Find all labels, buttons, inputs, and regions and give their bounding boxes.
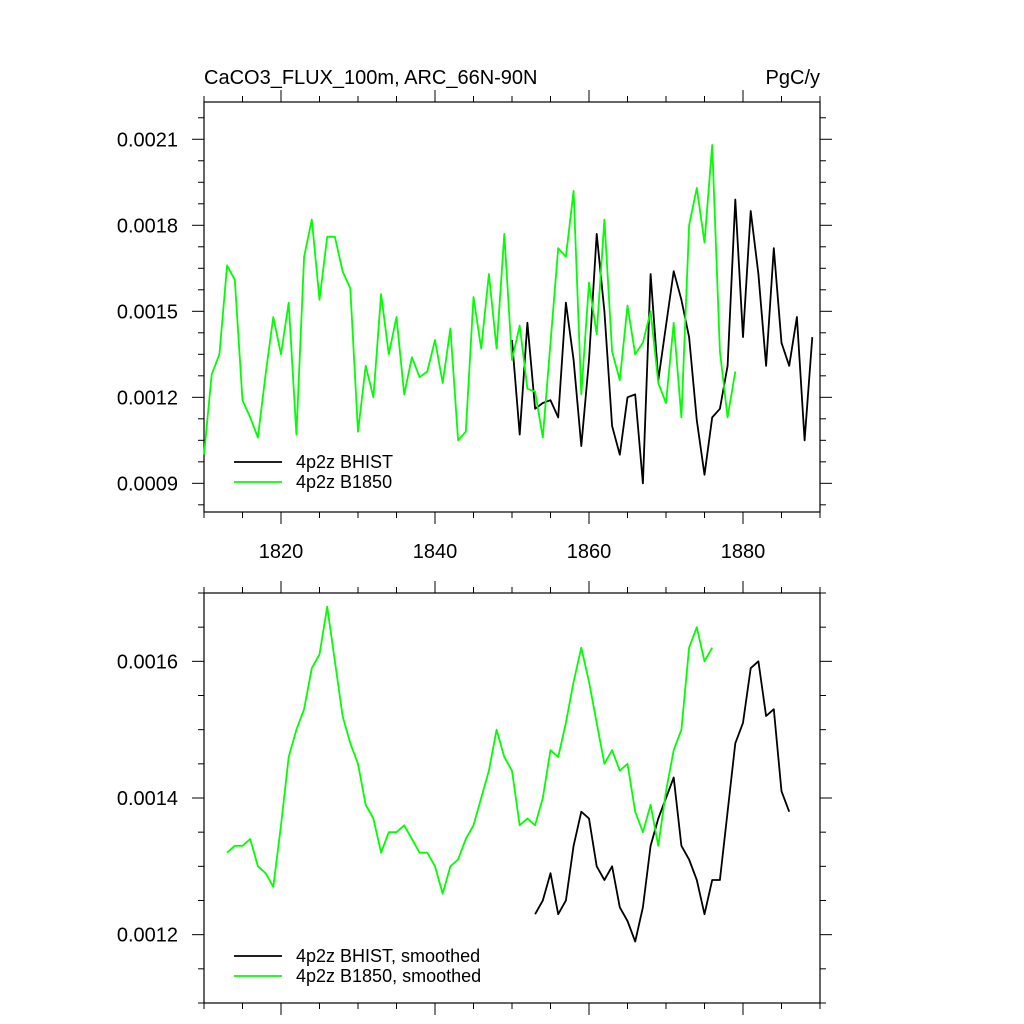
series-line bbox=[511, 198, 814, 485]
y-tick-label: 0.0012 bbox=[117, 925, 178, 947]
x-tick-label: 1840 bbox=[413, 541, 458, 563]
y-tick-label: 0.0015 bbox=[117, 301, 178, 323]
series-line bbox=[226, 605, 713, 895]
y-tick-label: 0.0012 bbox=[117, 387, 178, 409]
plot-frame bbox=[203, 592, 821, 1004]
x-tick-label: 1860 bbox=[567, 541, 612, 563]
y-tick-label: 0.0014 bbox=[117, 788, 178, 810]
x-tick-label: 1880 bbox=[721, 541, 766, 563]
bottom-panel: 0.0012 0.0014 0.0016 4p2z BHIST, smoothed4p… bbox=[117, 581, 832, 1015]
legend-label: 4p2z B1850, smoothed bbox=[296, 966, 481, 986]
x-tick-label: 1820 bbox=[259, 541, 304, 563]
plot-frame bbox=[203, 101, 821, 513]
y-tick-label: 0.0021 bbox=[117, 129, 178, 151]
y-tick-label: 0.0016 bbox=[117, 651, 178, 673]
y-tick-label: 0.0009 bbox=[117, 473, 178, 495]
chart-title: CaCO3_FLUX_100m, ARC_66N-90N bbox=[204, 67, 538, 89]
units-label: PgC/y bbox=[766, 67, 820, 89]
series-line bbox=[203, 144, 737, 455]
y-tick-label: 0.0018 bbox=[117, 215, 178, 237]
series-line bbox=[534, 660, 791, 943]
legend-label: 4p2z B1850 bbox=[296, 472, 392, 492]
legend-label: 4p2z BHIST, smoothed bbox=[296, 946, 480, 966]
legend-label: 4p2z BHIST bbox=[296, 452, 393, 472]
top-panel: 1820 1840 1860 1880 0.0009 0.0012 0.0015 0.0018… bbox=[117, 90, 832, 563]
